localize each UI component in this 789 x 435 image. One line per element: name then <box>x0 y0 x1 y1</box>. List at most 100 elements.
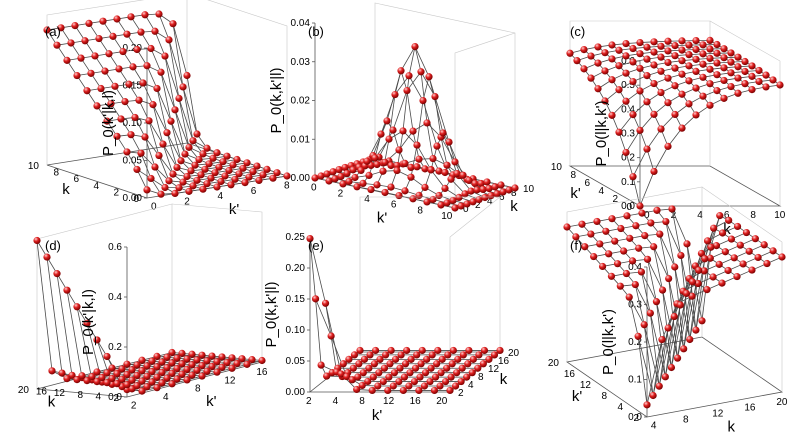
z-tick-label: 0.0 <box>108 392 122 403</box>
data-point <box>159 140 167 148</box>
data-point <box>734 89 742 97</box>
data-point <box>459 171 467 179</box>
data-point <box>248 356 256 364</box>
side-wall <box>701 186 783 392</box>
data-point <box>238 355 246 363</box>
z-tick-label: 0.6 <box>108 242 122 253</box>
data-point <box>713 87 721 95</box>
back-wall <box>359 196 501 352</box>
x-axis-label: k' <box>206 393 217 410</box>
y-tick-label: 8 <box>601 391 607 402</box>
data-point <box>201 165 209 173</box>
data-point <box>83 377 91 385</box>
data-point <box>615 62 623 70</box>
data-point <box>85 19 93 28</box>
data-point <box>381 351 390 359</box>
data-point <box>608 215 616 223</box>
data-point <box>119 47 127 56</box>
data-point <box>692 37 700 45</box>
data-point <box>636 202 644 210</box>
data-point <box>640 321 648 329</box>
data-point <box>449 346 457 355</box>
data-point <box>390 369 399 377</box>
data-point <box>395 191 403 200</box>
data-point <box>53 270 61 278</box>
data-point <box>754 253 762 262</box>
data-point <box>231 175 239 183</box>
data-point <box>608 41 616 49</box>
z-tick-label: 0.01 <box>291 134 311 145</box>
data-point <box>453 169 461 178</box>
data-point <box>727 49 735 57</box>
data-point <box>171 189 179 198</box>
data-point <box>668 205 676 213</box>
data-point <box>657 88 665 97</box>
data-point <box>99 17 107 25</box>
data-point <box>446 386 454 395</box>
data-point <box>243 360 251 368</box>
y-axis-label: k <box>510 198 518 215</box>
z-tick-label: 0.0 <box>621 201 635 212</box>
data-point <box>423 198 431 206</box>
data-point <box>455 193 463 201</box>
data-point <box>219 158 227 166</box>
data-point <box>703 286 711 294</box>
data-point <box>381 158 389 167</box>
data-point <box>109 32 117 40</box>
data-point <box>173 375 181 383</box>
y-tick-label: 2 <box>113 187 119 198</box>
data-point <box>374 382 382 390</box>
data-point <box>441 184 449 193</box>
data-point <box>199 150 207 158</box>
data-point <box>685 62 693 70</box>
data-point <box>716 212 724 220</box>
data-point <box>748 62 756 70</box>
data-point <box>665 274 673 283</box>
data-point <box>373 160 381 169</box>
x-tick-label: 6 <box>391 200 397 211</box>
x-tick-label: 12 <box>224 375 236 386</box>
y-tick-label: 6 <box>584 178 590 189</box>
data-point <box>203 144 211 152</box>
data-point <box>429 195 437 204</box>
data-point <box>258 356 266 365</box>
data-point <box>572 233 580 241</box>
data-point <box>580 65 588 73</box>
data-point <box>103 352 111 361</box>
data-point <box>311 174 319 182</box>
data-point <box>670 312 678 321</box>
data-point <box>168 369 176 377</box>
z-tick-label: 0.00 <box>291 173 311 184</box>
data-point <box>436 382 444 390</box>
data-point <box>431 373 440 381</box>
data-point <box>685 100 693 108</box>
side-wall <box>449 196 501 392</box>
data-point <box>337 370 345 378</box>
data-point <box>209 154 217 162</box>
data-point <box>407 173 415 181</box>
data-point <box>384 386 392 395</box>
data-point <box>748 72 756 80</box>
data-point <box>138 356 146 364</box>
data-point <box>158 358 166 366</box>
data-point <box>713 40 721 49</box>
data-point <box>477 179 485 188</box>
data-point <box>148 368 156 376</box>
x-tick-label: 2 <box>184 196 190 207</box>
data-point <box>706 254 714 262</box>
data-point <box>445 138 453 146</box>
data-point <box>622 39 630 48</box>
x-tick-label: 10 <box>774 210 786 221</box>
data-point <box>143 383 151 391</box>
data-point <box>769 76 777 84</box>
data-point <box>405 382 413 390</box>
mesh-line <box>158 13 260 181</box>
data-point <box>225 166 233 175</box>
data-point <box>428 351 436 359</box>
data-point <box>469 198 477 206</box>
data-point <box>403 346 411 355</box>
data-point <box>415 386 423 395</box>
data-point <box>43 253 51 261</box>
z-tick-label: 0.3 <box>621 129 635 140</box>
data-point <box>671 64 679 72</box>
